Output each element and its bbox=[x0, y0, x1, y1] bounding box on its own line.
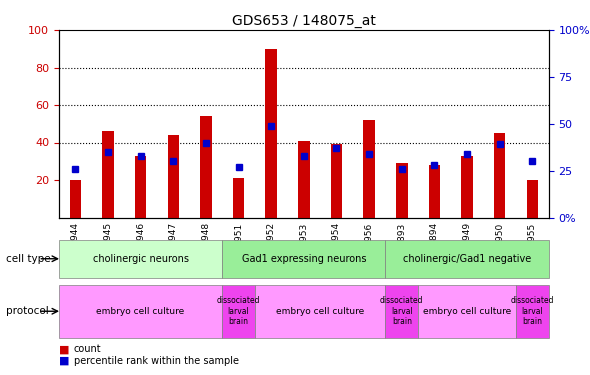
Bar bbox=[331, 144, 342, 218]
Text: Gad1 expressing neurons: Gad1 expressing neurons bbox=[241, 254, 366, 264]
Bar bbox=[135, 156, 146, 218]
Bar bbox=[266, 49, 277, 217]
Bar bbox=[396, 163, 408, 218]
Text: dissociated
larval
brain: dissociated larval brain bbox=[217, 296, 260, 326]
Text: cholinergic/Gad1 negative: cholinergic/Gad1 negative bbox=[403, 254, 531, 264]
Title: GDS653 / 148075_at: GDS653 / 148075_at bbox=[232, 13, 376, 28]
Text: count: count bbox=[74, 345, 101, 354]
Text: ■: ■ bbox=[59, 356, 70, 366]
Bar bbox=[200, 116, 212, 218]
Text: dissociated
larval
brain: dissociated larval brain bbox=[510, 296, 554, 326]
Text: protocol: protocol bbox=[6, 306, 48, 316]
Text: ■: ■ bbox=[59, 345, 70, 354]
Bar bbox=[527, 180, 538, 218]
Text: embryo cell culture: embryo cell culture bbox=[97, 307, 185, 316]
Text: embryo cell culture: embryo cell culture bbox=[423, 307, 511, 316]
Text: cholinergic neurons: cholinergic neurons bbox=[93, 254, 189, 264]
Bar bbox=[461, 156, 473, 218]
Bar bbox=[168, 135, 179, 218]
Text: percentile rank within the sample: percentile rank within the sample bbox=[74, 356, 239, 366]
Bar bbox=[298, 141, 310, 218]
Bar bbox=[70, 180, 81, 218]
Bar bbox=[363, 120, 375, 218]
Bar bbox=[102, 131, 114, 218]
Bar bbox=[233, 178, 244, 218]
Text: cell type: cell type bbox=[6, 254, 51, 264]
Bar bbox=[429, 165, 440, 218]
Text: embryo cell culture: embryo cell culture bbox=[276, 307, 364, 316]
Bar bbox=[494, 133, 506, 218]
Text: dissociated
larval
brain: dissociated larval brain bbox=[380, 296, 424, 326]
